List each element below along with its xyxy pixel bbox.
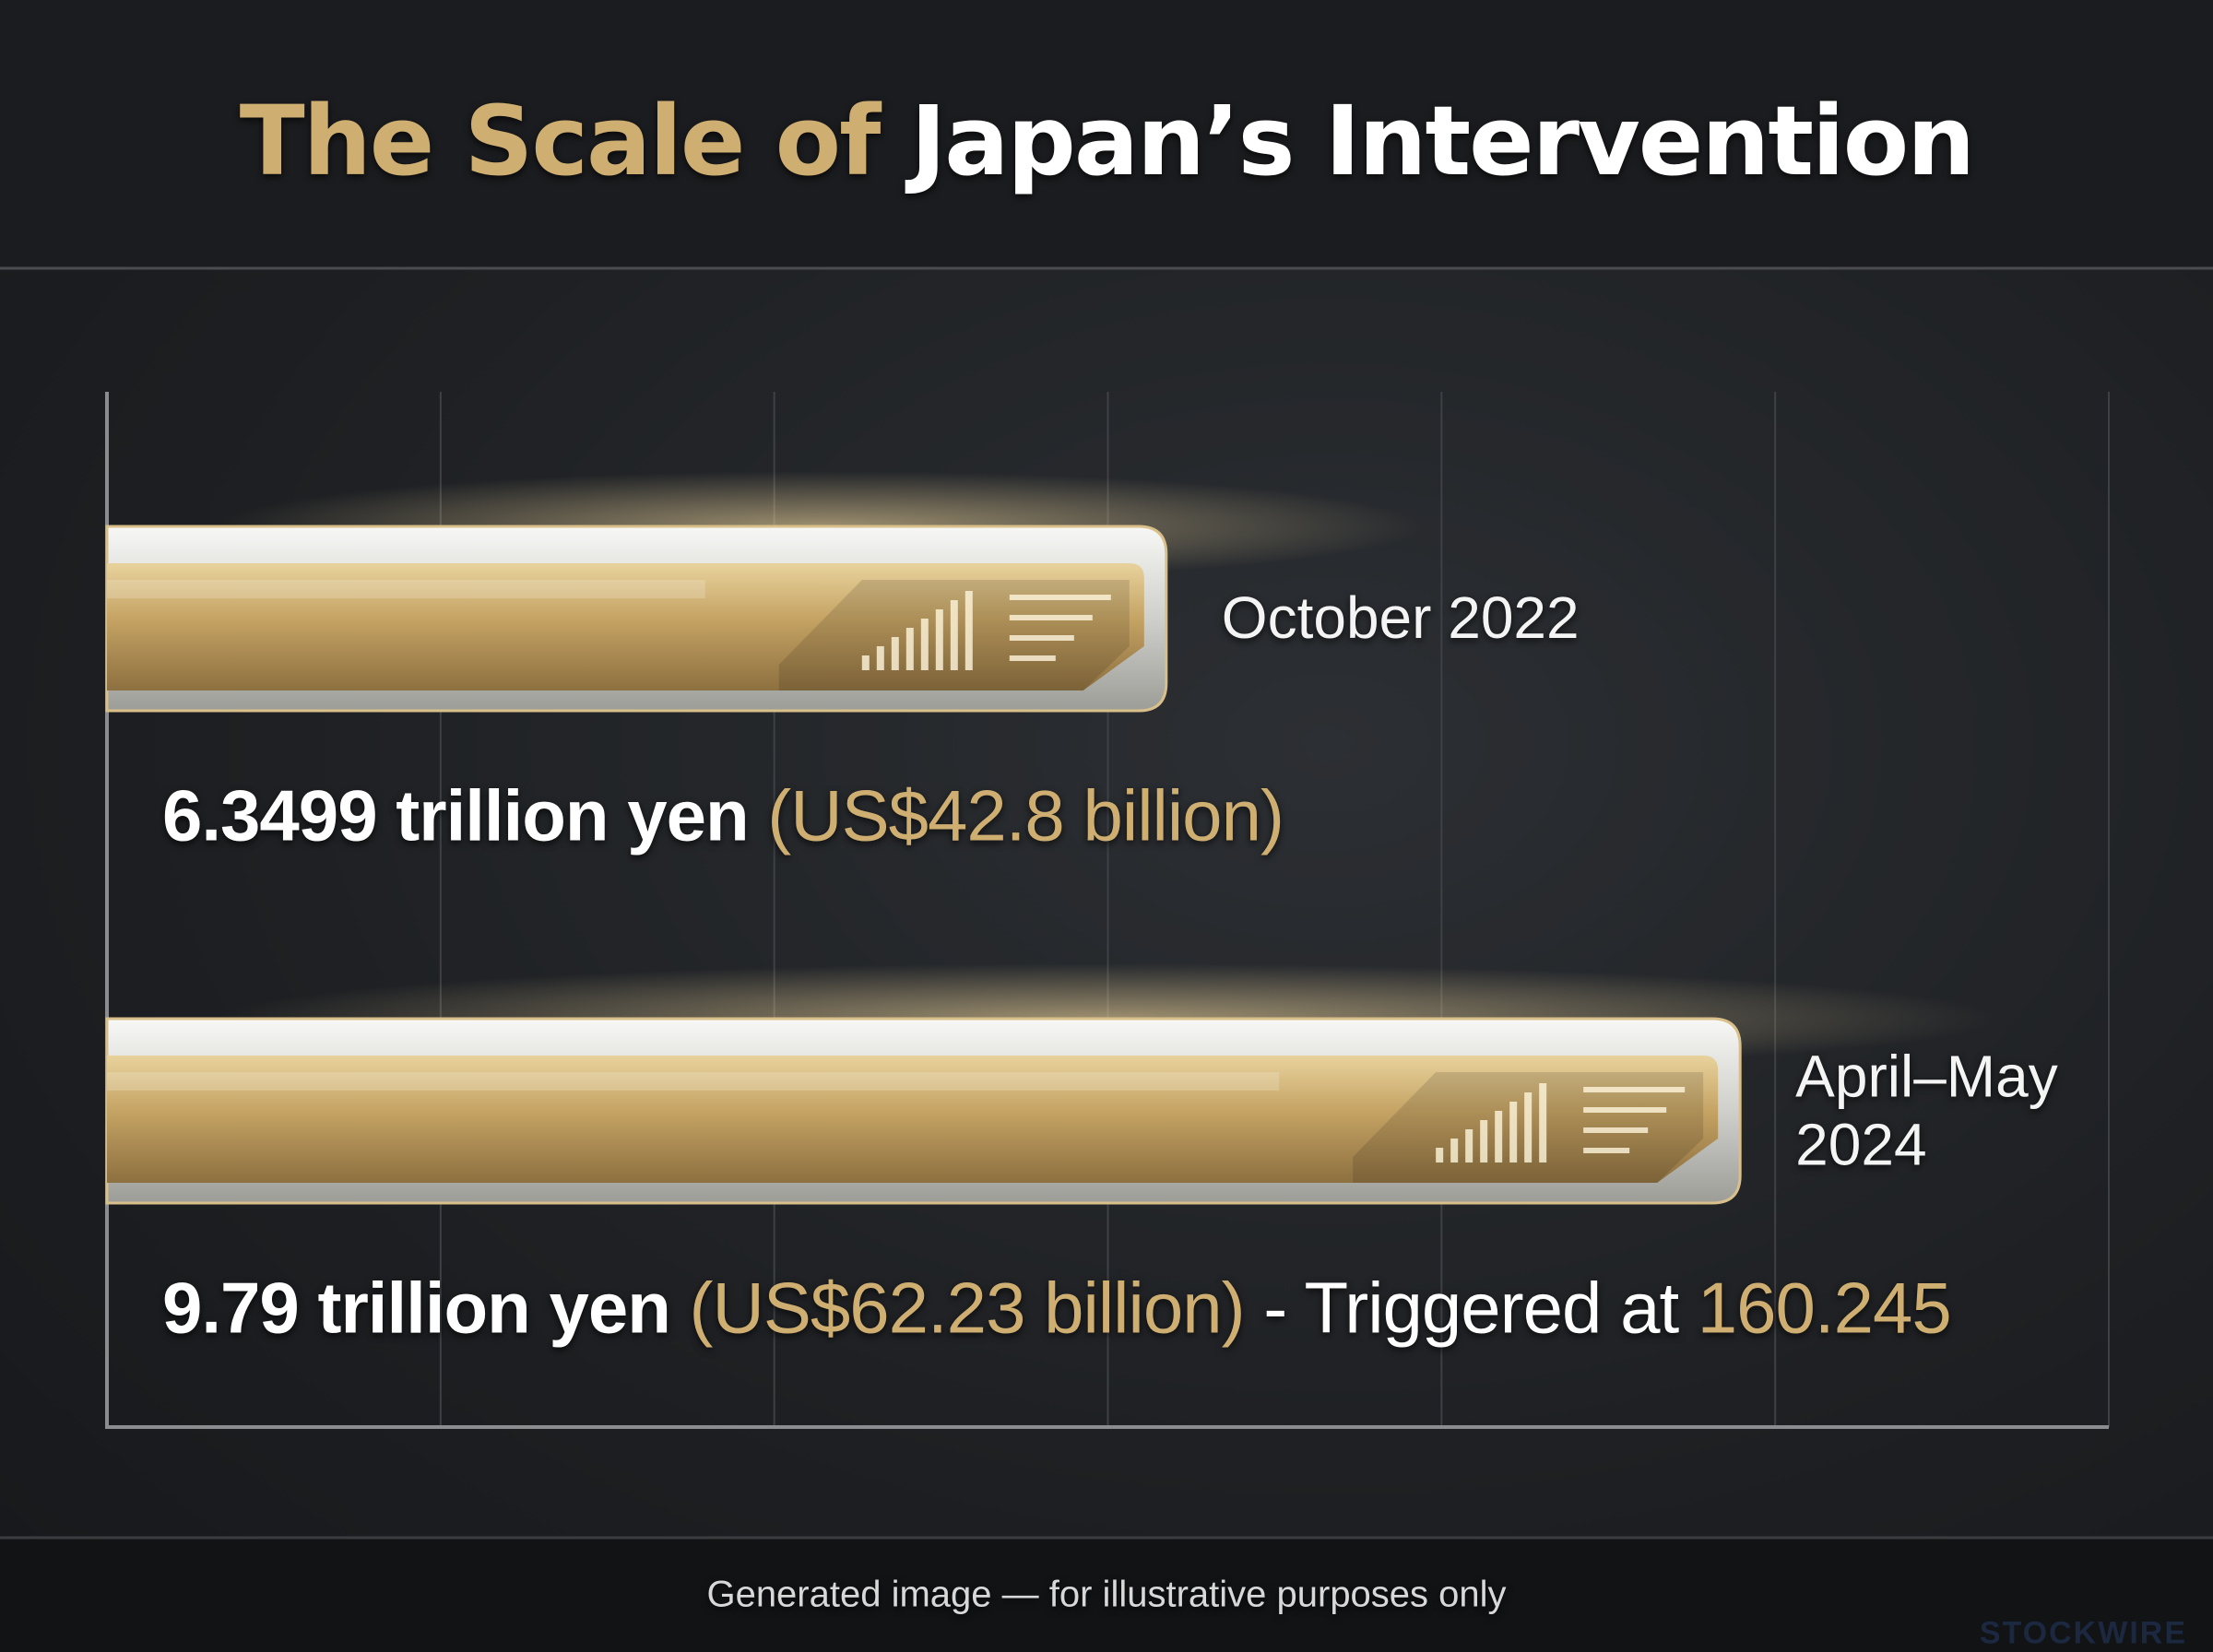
bar-ornament xyxy=(1450,1139,1459,1162)
category-label: October 2022 xyxy=(1221,584,1580,652)
bar-ornament xyxy=(1009,655,1056,661)
bar-ornament xyxy=(1524,1092,1533,1162)
bar-ornament xyxy=(1583,1148,1630,1153)
category-label: April–May 2024 xyxy=(1795,1043,2058,1177)
bar-face xyxy=(107,1056,1719,1183)
value-label: 9.79 trillion yen xyxy=(162,1267,671,1349)
title-lead: The Scale of xyxy=(239,85,882,197)
bar-sheen xyxy=(107,1072,1280,1091)
title-main: Japan’s Intervention xyxy=(910,85,1976,197)
bar-ornament xyxy=(1583,1107,1667,1113)
usd-label: (US$42.8 billion) xyxy=(767,774,1284,856)
bar-ornament xyxy=(950,600,958,670)
value-line: 9.79 trillion yen (US$62.23 billion) - T… xyxy=(162,1267,1952,1351)
footer-band xyxy=(0,1538,2213,1652)
annotation-text: - Triggered at xyxy=(1263,1267,1679,1349)
bar-ornament xyxy=(1009,615,1093,620)
bar-ornament xyxy=(905,628,914,670)
bar-ornament xyxy=(1583,1127,1649,1133)
bar-ornament xyxy=(935,609,943,670)
bar-ornament xyxy=(1480,1120,1488,1162)
usd-label: (US$62.23 billion) xyxy=(689,1267,1246,1349)
chart-title: The Scale of Japan’s Intervention xyxy=(0,85,2213,197)
bar-ornament xyxy=(1465,1129,1473,1162)
annotation-value: 160.245 xyxy=(1697,1267,1952,1349)
bar-sheen xyxy=(107,580,705,598)
bar-ornament xyxy=(876,646,884,670)
bar-ornament xyxy=(920,619,929,670)
bar-ornament xyxy=(891,637,899,670)
header-band xyxy=(0,0,2213,267)
bar-ornament xyxy=(1583,1087,1686,1092)
bar-face xyxy=(107,563,1144,690)
watermark: STOCKWIRE xyxy=(1979,1615,2187,1651)
value-line: 6.3499 trillion yen (US$42.8 billion) xyxy=(162,774,1284,858)
value-label: 6.3499 trillion yen xyxy=(162,774,750,856)
bar-ornament xyxy=(1436,1148,1444,1162)
bar-ornament xyxy=(1009,635,1074,641)
bar-ornament xyxy=(1539,1083,1547,1162)
bar-ornament xyxy=(861,655,870,670)
bar-ornament xyxy=(1009,595,1111,600)
bar-ornament xyxy=(1495,1111,1503,1162)
bar-ornament xyxy=(964,591,973,670)
bar-ornament xyxy=(1509,1102,1518,1162)
footer-note: Generated image — for illustrative purpo… xyxy=(706,1574,1507,1615)
